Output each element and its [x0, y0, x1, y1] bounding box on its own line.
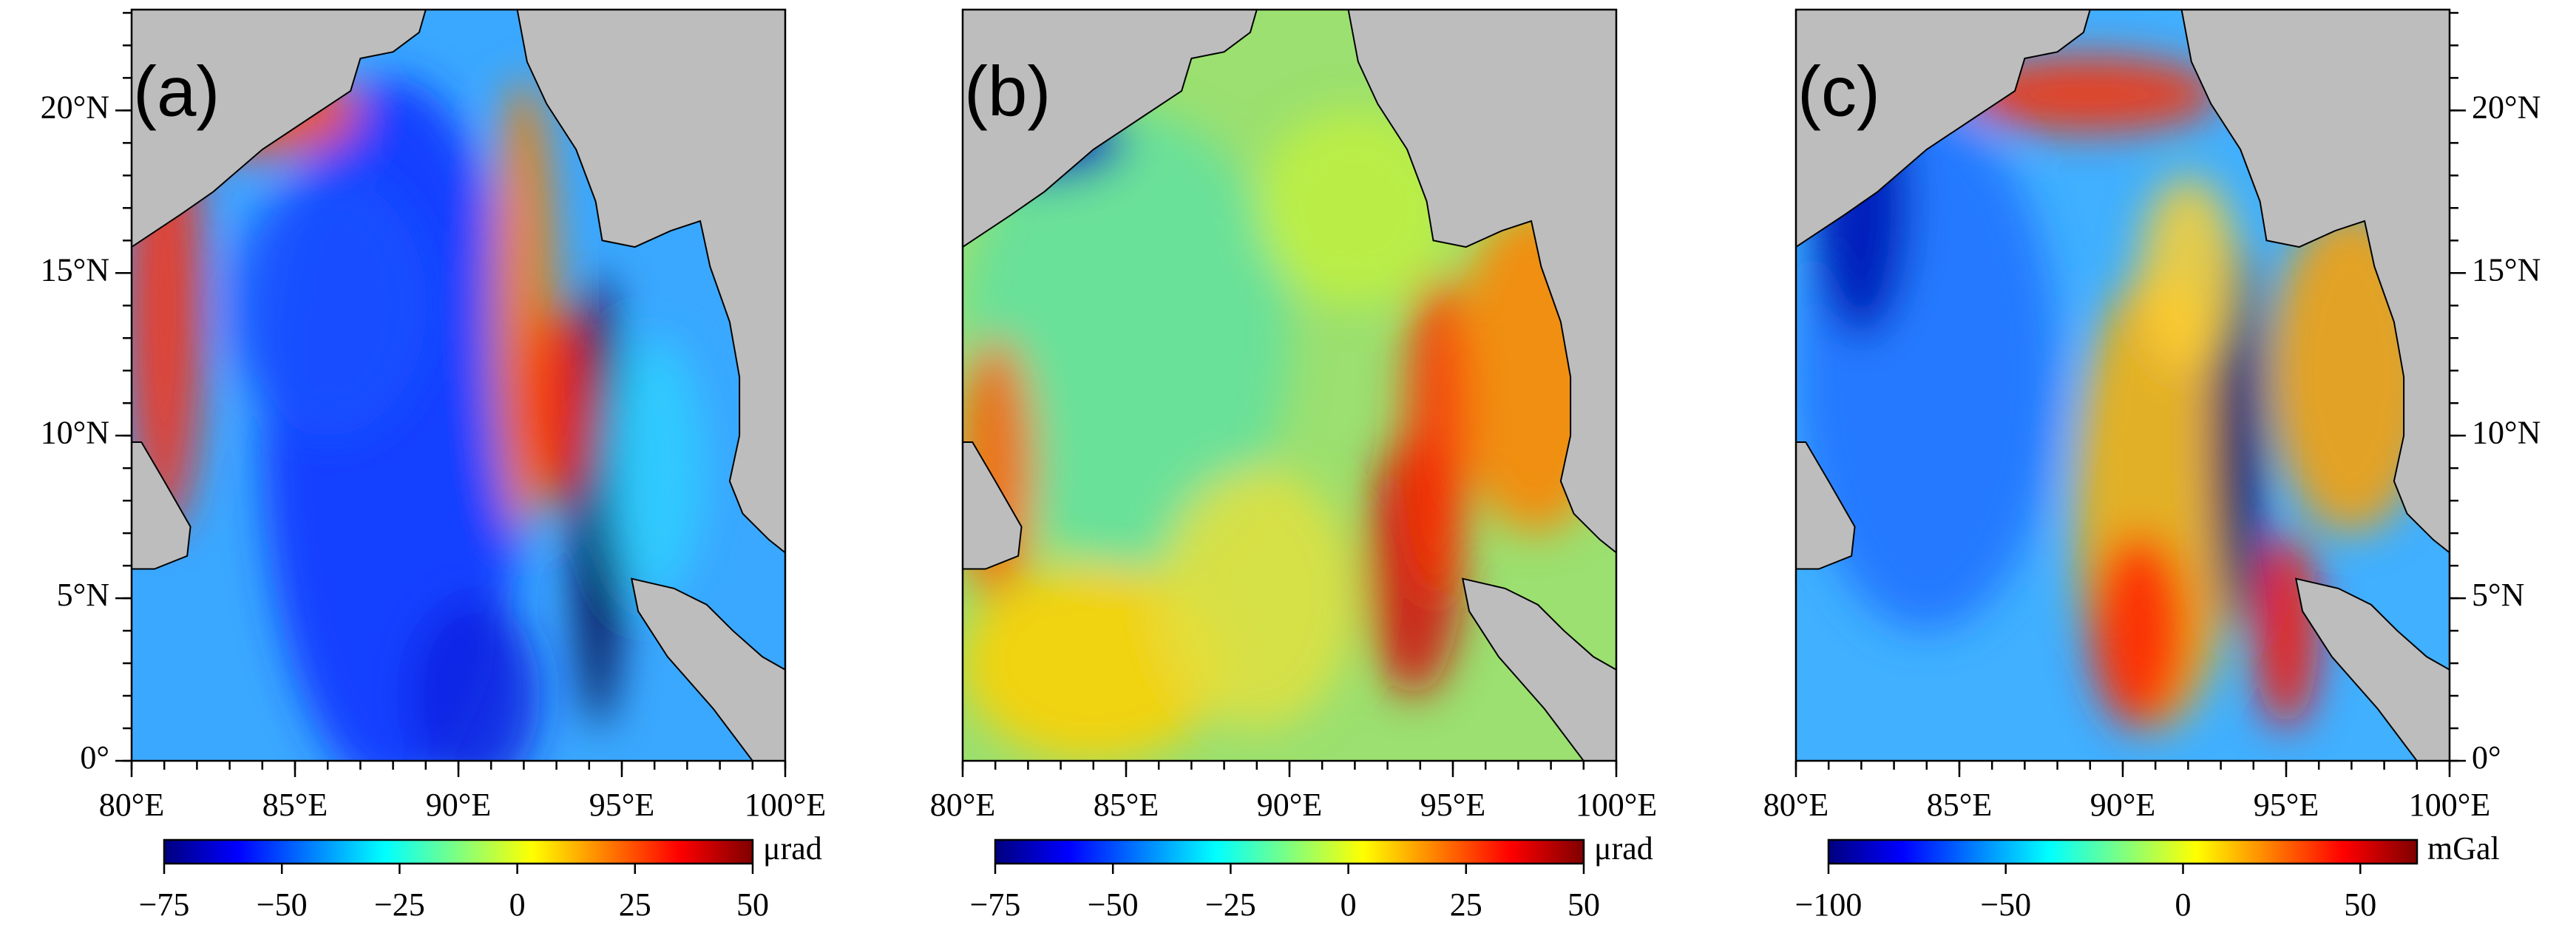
colorbar-tick-label: −75	[139, 887, 190, 923]
anomaly	[1256, 110, 1453, 306]
colorbar	[163, 838, 754, 865]
colorbar-tick-label: 25	[619, 887, 651, 923]
land	[963, 10, 1258, 248]
colorbar-tick-label: −50	[1980, 887, 2031, 923]
map-field	[132, 10, 785, 761]
colorbar-tick-label: −50	[257, 887, 308, 923]
colorbar-tick-label: 0	[1340, 887, 1357, 923]
lon-tick-label: 90°E	[2090, 787, 2155, 823]
lon-tick-label: 95°E	[589, 787, 654, 823]
anomaly	[2089, 533, 2189, 729]
panel-label: (a)	[133, 52, 220, 131]
colorbar-tick-label: 50	[736, 887, 769, 923]
colorbar-tick-label: −50	[1088, 887, 1139, 923]
lat-tick-label: 0°	[80, 739, 109, 776]
map-panel: (c) 80°E 85°E 90°E 95°E 100°E 0° 5°N 10°N 15°N 20°…	[1763, 8, 2541, 923]
lat-tick-label: 20°N	[41, 89, 109, 125]
panel-label: (c)	[1797, 52, 1880, 131]
land	[132, 10, 427, 248]
lon-tick-label: 100°E	[1576, 787, 1657, 823]
lon-tick-label: 85°E	[262, 787, 328, 823]
lat-tick-label: 10°N	[2472, 414, 2541, 450]
lon-tick-label: 100°E	[2409, 787, 2490, 823]
colorbar-tick-label: 25	[1450, 887, 1482, 923]
land	[1796, 10, 2091, 248]
colorbar	[1827, 838, 2419, 865]
colorbar-tick-label: −75	[970, 887, 1021, 923]
lon-tick-label: 80°E	[1763, 787, 1828, 823]
lon-tick-label: 95°E	[1420, 787, 1485, 823]
land	[1796, 441, 1856, 570]
lon-tick-label: 95°E	[2254, 787, 2319, 823]
anomaly	[1159, 468, 1355, 729]
anomaly	[963, 566, 1224, 761]
lon-tick-label: 100°E	[745, 787, 826, 823]
colorbar-tick-label: 0	[509, 887, 526, 923]
anomaly	[2139, 175, 2237, 371]
lon-tick-label: 80°E	[930, 787, 995, 823]
lon-tick-label: 90°E	[1257, 787, 1322, 823]
colorbar-tick-label: −100	[1795, 887, 1862, 923]
lat-tick-label: 5°N	[2472, 577, 2524, 613]
lat-tick-label: 15°N	[2472, 251, 2541, 288]
anomaly	[523, 305, 589, 501]
map-panel: (b) 80°E 85°E 90°E 95°E 100°E μrad −75 −50 −25 0 25…	[930, 8, 1657, 923]
lon-tick-label: 80°E	[99, 787, 164, 823]
anomaly	[229, 175, 426, 436]
land	[132, 441, 191, 570]
lat-tick-label: 0°	[2472, 739, 2501, 776]
anomaly	[1403, 273, 1470, 599]
colorbar-tick-label: 0	[2175, 887, 2192, 923]
lat-tick-label: 10°N	[41, 414, 109, 450]
land	[2294, 577, 2450, 761]
lat-tick-label: 20°N	[2472, 89, 2541, 125]
land	[963, 441, 1023, 570]
lon-tick-label: 90°E	[426, 787, 491, 823]
anomaly	[963, 110, 1289, 566]
land	[1347, 10, 1616, 554]
anomaly	[2253, 533, 2319, 729]
anomaly	[605, 338, 704, 599]
lat-tick-label: 15°N	[41, 251, 109, 288]
map-panel: (a) 80°E 85°E 90°E 95°E 100°E 0° 5°N 10°N 15°N 20°…	[41, 8, 826, 923]
colorbar-tick-label: −25	[1205, 887, 1256, 923]
panel-label: (b)	[964, 52, 1051, 131]
land	[1461, 577, 1616, 761]
land	[516, 10, 785, 554]
field-anomalies	[132, 61, 704, 761]
lat-tick-label: 5°N	[57, 577, 109, 613]
anomaly	[1959, 55, 2221, 134]
colorbar-unit: μrad	[1594, 830, 1653, 867]
land	[2180, 10, 2450, 554]
map-field	[1796, 10, 2450, 761]
map-field	[963, 10, 1616, 761]
colorbar-unit: mGal	[2427, 830, 2500, 867]
colorbar-tick-label: 50	[1567, 887, 1600, 923]
anomaly	[409, 598, 540, 761]
land	[630, 577, 785, 761]
colorbar	[994, 838, 1585, 865]
colorbar-unit: μrad	[763, 830, 822, 867]
lon-tick-label: 85°E	[1927, 787, 1992, 823]
colorbar-tick-label: −25	[374, 887, 425, 923]
lon-tick-label: 85°E	[1094, 787, 1159, 823]
colorbar-tick-label: 50	[2344, 887, 2376, 923]
